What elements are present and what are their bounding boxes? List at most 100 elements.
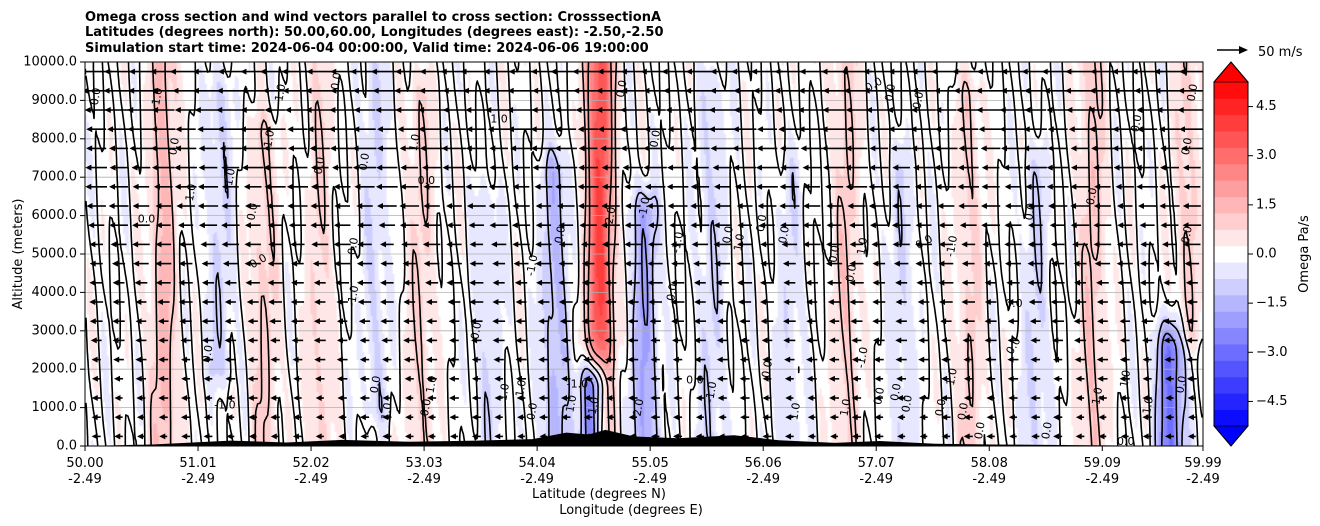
wind-vector-head	[1024, 107, 1031, 113]
wind-vector-head	[1186, 318, 1193, 325]
colorbar-band	[1214, 327, 1248, 345]
contour-label: -1.0	[944, 235, 961, 258]
wind-vector-head	[313, 318, 320, 325]
y-tick-label: 10000.0	[23, 55, 77, 70]
wind-vector-head	[848, 222, 855, 229]
wind-vector-head	[535, 203, 542, 209]
wind-vector-head	[203, 395, 210, 401]
wind-vector-head	[760, 241, 767, 248]
wind-vector-head	[1065, 68, 1072, 75]
contour-label: 0.0	[843, 263, 859, 282]
wind-vector-head	[1183, 241, 1190, 248]
wind-vector-head	[132, 222, 139, 229]
wind-vector-head	[672, 356, 679, 363]
wind-vector-head	[685, 68, 692, 75]
wind-vector-head	[918, 356, 925, 363]
wind-vector-head	[806, 299, 813, 305]
wind-vector-head	[241, 164, 248, 171]
wind-vector-head	[558, 299, 565, 305]
wind-vector-head	[1111, 68, 1118, 75]
wind-vector-head	[822, 107, 829, 113]
wind-vector-head	[90, 337, 97, 344]
wind-vector-head	[134, 279, 141, 286]
x-axis-label-longitude: Longitude (degrees E)	[559, 503, 703, 518]
wind-vector-head	[488, 203, 495, 209]
x-tick-label-lat: 52.02	[292, 456, 329, 471]
wind-vector-head	[137, 433, 144, 440]
wind-vector-head	[1048, 203, 1055, 209]
wind-vector-head	[892, 203, 899, 209]
wind-vector-head	[1162, 241, 1169, 248]
wind-vector-head	[426, 356, 433, 363]
wind-vector-head	[579, 222, 586, 229]
wind-vector-head	[872, 337, 879, 344]
wind-vector-head	[673, 395, 680, 401]
colorbar-band	[1214, 311, 1248, 329]
wind-vector-head	[446, 279, 453, 286]
wind-vector-head	[403, 279, 410, 286]
wind-vector-head	[427, 414, 434, 421]
wind-vector-head	[919, 433, 926, 440]
wind-vector-head	[959, 222, 966, 229]
wind-vector-head	[264, 126, 271, 133]
wind-vector-head	[895, 279, 902, 286]
wind-vector-head	[718, 414, 725, 421]
wind-vector-head	[934, 164, 941, 171]
wind-vector-head	[128, 68, 135, 75]
wind-vector-head	[224, 299, 231, 305]
wind-vector-head	[1159, 203, 1166, 209]
wind-vector-head	[670, 279, 677, 286]
wind-vector-head	[933, 87, 940, 94]
contour-label: 1.0	[944, 367, 960, 386]
wind-vector-head	[113, 356, 120, 363]
wind-vector-head	[85, 164, 92, 171]
wind-vector-head	[714, 203, 721, 209]
wind-vector-head	[829, 356, 836, 363]
wind-vector-head	[449, 356, 456, 363]
wind-vector-head	[338, 414, 345, 421]
y-tick-label: 5000.0	[32, 247, 78, 262]
wind-vector-head	[1093, 222, 1100, 229]
wind-vector-head	[715, 279, 722, 286]
x-tick-label-lat: 56.06	[745, 456, 782, 471]
wind-vector-head	[975, 87, 982, 94]
wind-vector-head	[849, 241, 856, 248]
wind-vector-head	[1073, 260, 1080, 267]
wind-vector-head	[647, 279, 654, 286]
colorbar-tick-label: −3.0	[1256, 345, 1288, 360]
wind-vector-head	[874, 395, 881, 401]
wind-vector-head	[203, 414, 210, 421]
wind-vector-head	[1053, 395, 1060, 401]
wind-vector-head	[1074, 356, 1081, 363]
wind-vector-head	[982, 241, 989, 248]
wind-vector-head	[1004, 183, 1011, 190]
wind-vector-head	[89, 318, 96, 325]
wind-vector-head	[895, 356, 902, 363]
wind-vector-head	[334, 260, 341, 267]
wind-vector-head	[911, 107, 918, 113]
wind-vector-head	[1073, 299, 1080, 305]
wind-vector-head	[85, 183, 92, 190]
wind-vector-head	[828, 375, 835, 382]
wind-vector-head	[1004, 203, 1011, 209]
wind-vector-head	[201, 299, 208, 305]
wind-vector-head	[1119, 395, 1126, 401]
y-tick-label: 6000.0	[32, 208, 78, 223]
wind-vector-head	[270, 433, 277, 440]
wind-vector-head	[690, 183, 697, 190]
wind-vector-head	[1120, 414, 1127, 421]
contour-label: -1.0	[567, 378, 588, 391]
wind-vector-head	[1136, 183, 1143, 190]
wind-vector-head	[583, 395, 590, 401]
wind-vector-head	[262, 87, 269, 94]
wind-vector-head	[267, 260, 274, 267]
wind-vector-head	[133, 260, 140, 267]
wind-vector-head	[986, 395, 993, 401]
wind-vector-head	[197, 203, 204, 209]
wind-vector-head	[310, 203, 317, 209]
wind-vector-head	[1154, 68, 1161, 75]
wind-vector-head	[822, 87, 829, 94]
x-tick-label-lat: 50.00	[66, 456, 103, 471]
colorbar-band	[1214, 360, 1248, 378]
contour-label: 1.0	[183, 183, 199, 202]
